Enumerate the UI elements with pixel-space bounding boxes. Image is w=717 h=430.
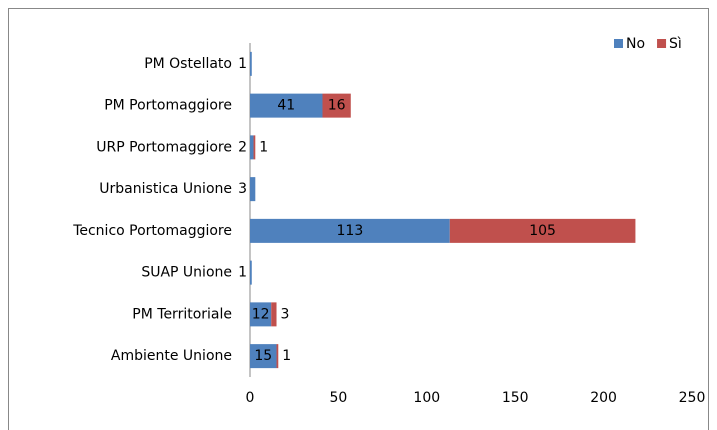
value-label: 2 [238,139,247,155]
bar-segment [250,51,252,76]
value-label: 3 [238,181,247,197]
y-tick-label: PM Ostellato [144,56,232,72]
y-tick-label: Urbanistica Unione [99,181,232,197]
y-tick-label: Ambiente Unione [111,348,232,364]
y-tick-label: URP Portomaggiore [96,139,232,155]
value-label: 15 [254,348,272,364]
legend-swatch [614,39,623,48]
y-tick-label: Tecnico Portomaggiore [72,223,232,239]
bar-segment [250,177,256,202]
bar-segment [271,302,277,327]
bar-segment [250,302,272,327]
y-tick-label: PM Portomaggiore [104,98,232,114]
chart-frame [8,8,709,430]
x-tick-label: 150 [502,390,529,406]
bar-segment [250,93,323,118]
bar-segment [250,344,277,369]
value-label: 41 [277,98,295,114]
bar-segment [253,135,256,160]
x-tick-label: 0 [246,390,255,406]
value-label: 16 [328,98,346,114]
bar-segment [250,218,450,243]
x-tick-label: 50 [329,390,347,406]
value-label: 3 [281,306,290,322]
value-label: 105 [529,223,556,239]
bar-segment [322,93,351,118]
value-label: 1 [238,265,247,281]
value-label: 12 [252,306,270,322]
value-label: 1 [282,348,291,364]
x-tick-label: 200 [590,390,617,406]
bar-segment [250,260,252,285]
value-label: 113 [337,223,364,239]
bar-segment [276,344,279,369]
x-tick-label: 250 [679,390,706,406]
bar-segment [250,135,254,160]
value-label: 1 [259,139,268,155]
y-tick-label: SUAP Unione [141,265,232,281]
value-label: 1 [238,56,247,72]
legend-swatch [657,39,667,48]
legend-label: Sì [669,36,682,52]
x-tick-label: 100 [413,390,440,406]
y-tick-label: PM Territoriale [132,306,232,322]
legend-label: No [626,36,645,52]
bar-segment [449,218,636,243]
